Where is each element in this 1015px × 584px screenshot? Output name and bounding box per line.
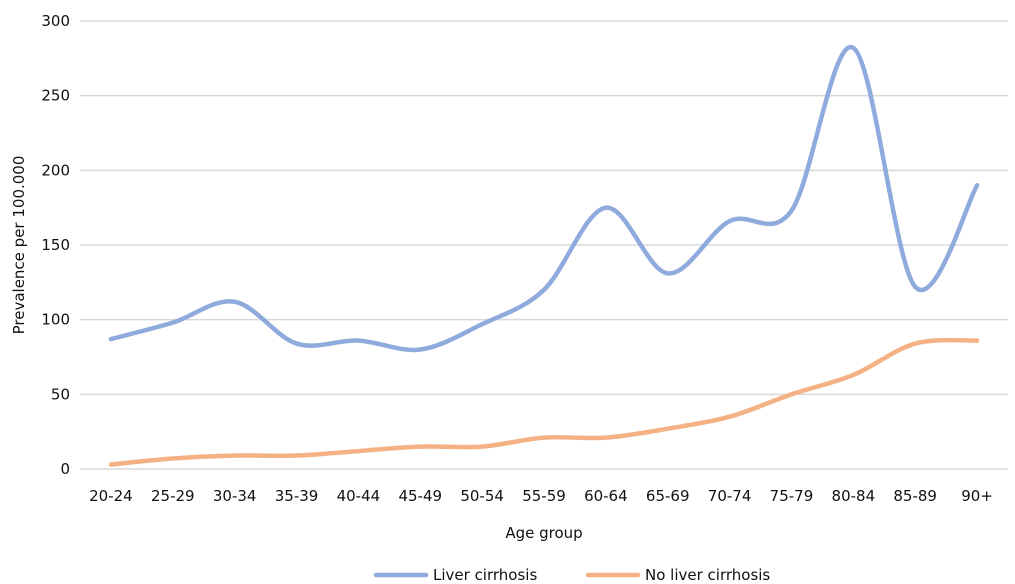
x-tick-label: 65-69 [646, 487, 690, 505]
x-tick-label: 70-74 [708, 487, 752, 505]
x-tick-label: 85-89 [893, 487, 937, 505]
x-tick-label: 45-49 [398, 487, 442, 505]
gridlines [80, 20, 1008, 470]
series-lines [108, 45, 980, 467]
legend: Liver cirrhosis No liver cirrhosis [373, 566, 770, 584]
x-tick-label: 60-64 [584, 487, 628, 505]
series-line-liver-cirrhosis [108, 45, 980, 353]
x-tick-label: 55-59 [522, 487, 566, 505]
x-tick-label: 40-44 [337, 487, 381, 505]
y-axis-ticks: 0 50 100 150 200 250 300 [41, 12, 70, 478]
x-tick-label: 80-84 [832, 487, 876, 505]
x-tick-label: 90+ [961, 487, 993, 505]
x-tick-label: 30-34 [213, 487, 257, 505]
x-tick-label: 35-39 [275, 487, 319, 505]
x-tick-label: 50-54 [460, 487, 504, 505]
legend-label-liver-cirrhosis: Liver cirrhosis [433, 566, 537, 584]
legend-label-no-liver-cirrhosis: No liver cirrhosis [645, 566, 770, 584]
y-tick-label: 100 [41, 311, 70, 329]
x-axis-title: Age group [505, 524, 582, 542]
x-tick-label: 20-24 [89, 487, 133, 505]
y-tick-label: 250 [41, 87, 70, 105]
y-tick-label: 50 [51, 385, 70, 403]
x-tick-label: 25-29 [151, 487, 195, 505]
x-tick-label: 75-79 [770, 487, 814, 505]
y-axis-title: Prevalence per 100.000 [10, 156, 28, 335]
y-tick-label: 200 [41, 161, 70, 179]
y-tick-label: 0 [60, 460, 70, 478]
y-tick-label: 300 [41, 12, 70, 30]
y-tick-label: 150 [41, 236, 70, 254]
series-line-no-liver-cirrhosis [108, 337, 980, 467]
x-axis-ticks: 20-24 25-29 30-34 35-39 40-44 45-49 50-54 55-59… [89, 487, 993, 505]
